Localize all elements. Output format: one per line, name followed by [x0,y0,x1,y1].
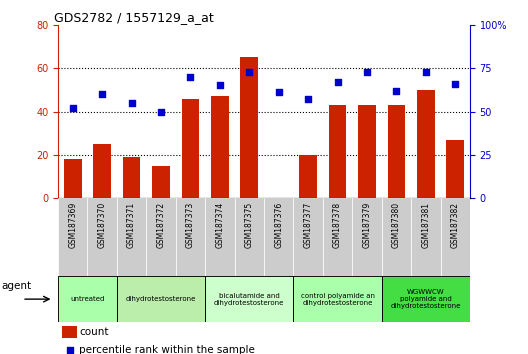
Text: GSM187379: GSM187379 [362,202,372,249]
Bar [64,159,82,198]
Bar [117,198,146,276]
Bar [146,198,176,276]
Bar [352,198,382,276]
Bar [58,198,88,276]
Bar [205,198,234,276]
Text: GSM187381: GSM187381 [421,202,430,248]
Text: GSM187377: GSM187377 [304,202,313,249]
Bar [205,276,294,322]
Text: GSM187374: GSM187374 [215,202,224,249]
Point [127,100,136,106]
Text: GSM187380: GSM187380 [392,202,401,248]
Bar [388,105,405,198]
Text: GSM187382: GSM187382 [451,202,460,248]
Point [245,69,253,74]
Bar [88,198,117,276]
Text: GSM187369: GSM187369 [68,202,77,249]
Bar [58,276,117,322]
Bar [234,198,264,276]
Text: bicalutamide and
dihydrotestosterone: bicalutamide and dihydrotestosterone [214,293,285,306]
Text: GSM187371: GSM187371 [127,202,136,248]
Text: dihydrotestosterone: dihydrotestosterone [126,296,196,302]
Point [157,109,165,114]
Point [333,79,342,85]
Text: GSM187375: GSM187375 [245,202,254,249]
Text: GSM187376: GSM187376 [274,202,283,249]
Point [69,105,77,111]
Bar [440,198,470,276]
Text: WGWWCW
polyamide and
dihydrotestosterone: WGWWCW polyamide and dihydrotestosterone [391,289,461,309]
Bar [382,198,411,276]
Bar [62,326,77,338]
Point [215,82,224,88]
Text: agent: agent [1,281,31,291]
Point [304,97,313,102]
Bar [264,198,294,276]
Text: GSM187378: GSM187378 [333,202,342,248]
Text: untreated: untreated [70,296,105,302]
Bar [123,157,140,198]
Bar [299,155,317,198]
Text: GDS2782 / 1557129_a_at: GDS2782 / 1557129_a_at [54,11,214,24]
Point [392,88,401,93]
Bar [323,198,352,276]
Bar [446,140,464,198]
Text: percentile rank within the sample: percentile rank within the sample [80,346,256,354]
Bar [176,198,205,276]
Bar [117,276,205,322]
Bar [240,57,258,198]
Text: GSM187373: GSM187373 [186,202,195,249]
Bar [358,105,376,198]
Bar [411,198,440,276]
Bar [417,90,435,198]
Point [421,69,430,74]
Point [451,81,459,87]
Bar [329,105,346,198]
Point [275,90,283,95]
Text: GSM187370: GSM187370 [98,202,107,249]
Text: GSM187372: GSM187372 [156,202,166,248]
Bar [93,144,111,198]
Bar [182,98,199,198]
Bar [382,276,470,322]
Point [98,91,107,97]
Point [186,74,195,80]
Bar [294,198,323,276]
Text: control polyamide an
dihydrotestosterone: control polyamide an dihydrotestosterone [300,293,374,306]
Point [65,348,74,353]
Point [363,69,371,74]
Text: count: count [80,327,109,337]
Bar [211,96,229,198]
Bar [294,276,382,322]
Bar [152,166,170,198]
